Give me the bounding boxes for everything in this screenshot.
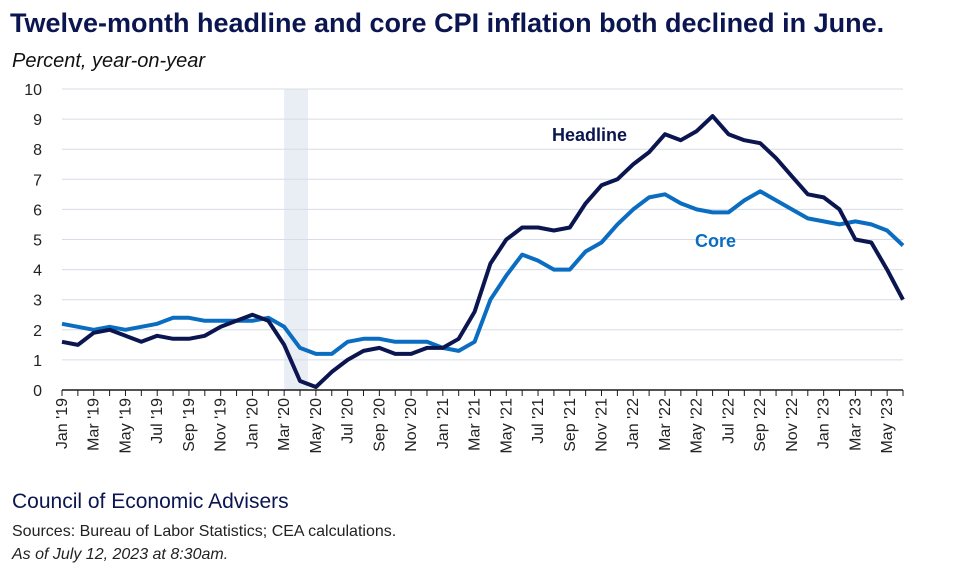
y-tick-label: 4 [33,263,42,280]
x-tick-label: Nov '20 [403,398,420,452]
x-tick-label: May '23 [879,398,896,454]
x-tick-label: Jan '19 [54,398,71,449]
x-tick-label: Mar '20 [276,398,293,451]
y-tick-label: 8 [33,142,42,159]
series-label-headline: Headline [552,125,627,145]
y-tick-label: 7 [33,172,42,189]
chart-title: Twelve-month headline and core CPI infla… [10,8,885,38]
x-tick-label: Jul '21 [530,398,547,444]
y-tick-label: 9 [33,112,42,129]
x-tick-label: Nov '22 [784,398,801,452]
gridlines [62,88,903,361]
series-labels: Headline Core [552,125,736,251]
x-axis: Jan '19 Mar '19 May '19 Jul '19 Sep '19 Nov '… [54,389,904,454]
x-tick-label: Sep '21 [562,398,579,452]
x-tick-label: Mar '23 [847,398,864,451]
x-tick-label: Jan '21 [435,398,452,449]
x-tick-label: Sep '19 [181,398,198,452]
x-tick-label: Nov '19 [213,398,230,452]
footer-sources: Sources: Bureau of Labor Statistics; CEA… [12,523,397,540]
series-lines [61,114,905,389]
y-axis-ticks: 0 1 2 3 4 5 6 7 8 9 10 [24,82,42,400]
x-tick-label: Jan '23 [816,398,833,449]
chart-subtitle: Percent, year-on-year [12,50,206,72]
y-tick-label: 1 [33,353,42,370]
series-line-headline [61,114,905,389]
x-tick-label: Jul '19 [149,398,166,444]
x-tick-label: May '19 [117,398,134,454]
x-tick-label: May '20 [308,398,325,454]
x-tick-label: Jul '22 [720,398,737,444]
y-tick-label: 6 [33,202,42,219]
x-tick-label: Mar '21 [467,398,484,451]
y-tick-label: 0 [33,383,42,400]
y-tick-label: 3 [33,293,42,310]
x-tick-label: May '22 [689,398,706,454]
footer-as-of: As of July 12, 2023 at 8:30am. [12,546,229,563]
footer-org: Council of Economic Advisers [12,490,289,513]
x-tick-label: Mar '22 [657,398,674,451]
y-tick-label: 2 [33,323,42,340]
series-line-core [61,189,905,356]
x-tick-label: Mar '19 [86,398,103,451]
y-tick-label: 5 [33,233,42,250]
x-tick-label: Jul '20 [340,398,357,444]
x-tick-label: Sep '20 [371,398,388,452]
x-tick-label: Sep '22 [752,398,769,452]
x-tick-label: Jan '22 [625,398,642,449]
x-tick-label: Nov '21 [594,398,611,452]
x-tick-label: Jan '20 [244,398,261,449]
x-tick-label: May '21 [498,398,515,454]
y-tick-label: 10 [24,82,42,99]
cpi-line-chart: 0 1 2 3 4 5 6 7 8 9 10 Jan '19 Mar '19 May '19 Jul '1… [24,82,905,454]
series-label-core: Core [695,231,736,251]
